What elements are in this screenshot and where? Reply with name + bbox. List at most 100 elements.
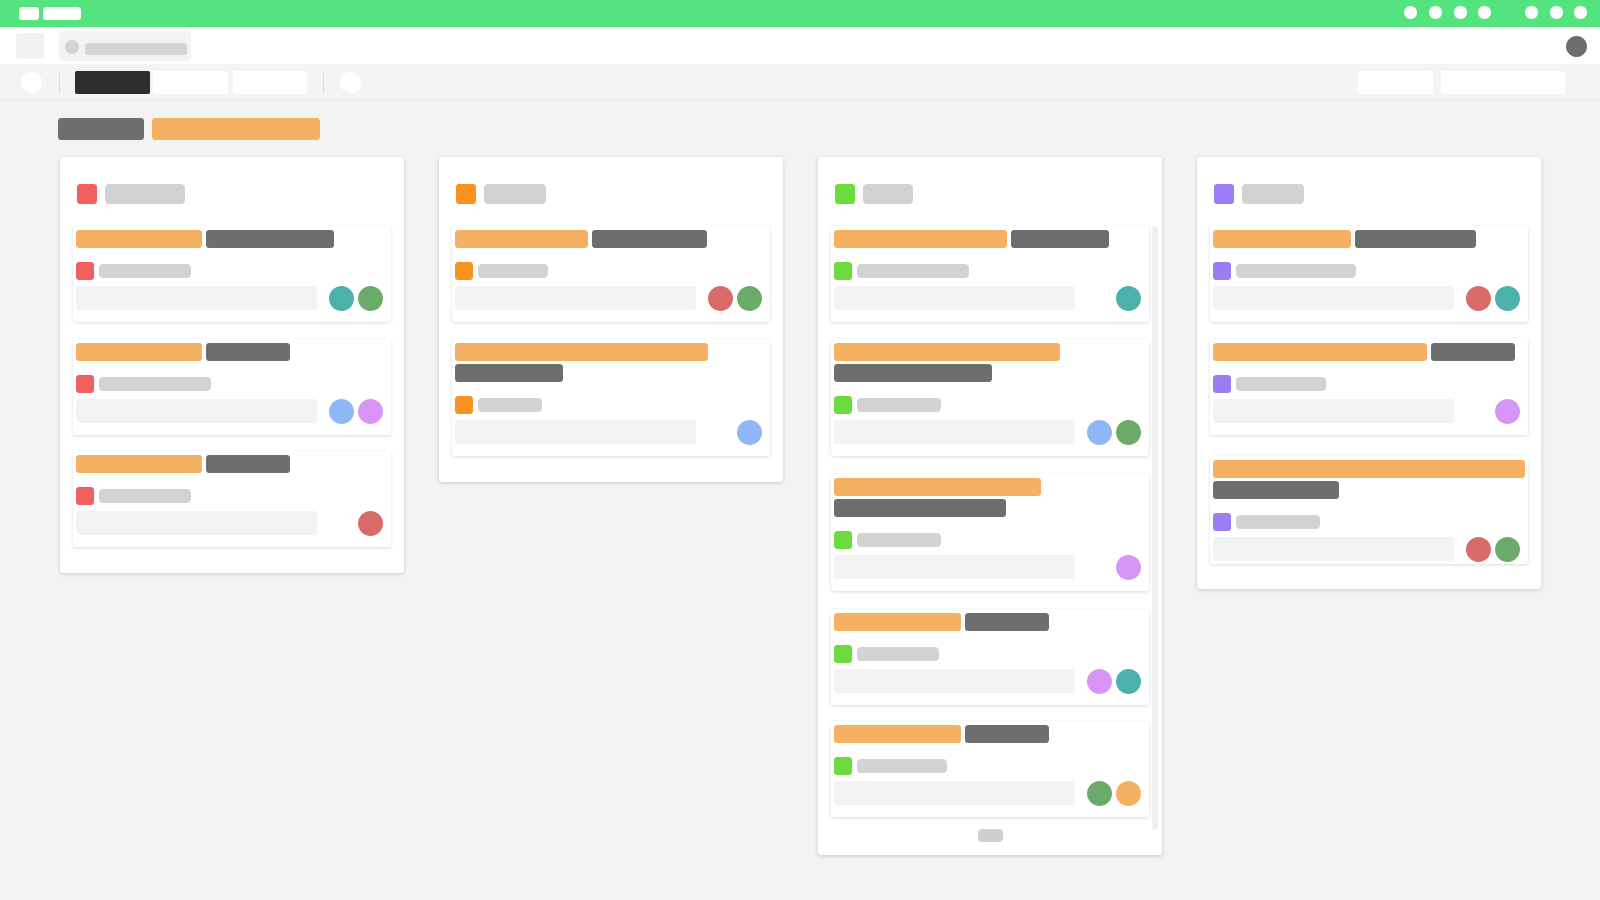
card-status-icon xyxy=(455,262,473,280)
card-description-placeholder xyxy=(834,286,1075,310)
card-description-placeholder xyxy=(76,399,317,423)
app-menu-icon[interactable] xyxy=(19,7,39,20)
window-dot-icon[interactable] xyxy=(1550,6,1563,19)
assignee-avatar[interactable] xyxy=(329,286,354,311)
card-tag-orange xyxy=(834,613,961,631)
window-dot-icon[interactable] xyxy=(1525,6,1538,19)
card-meta-placeholder xyxy=(99,264,191,278)
toolbar-divider xyxy=(323,73,324,93)
tab-strip xyxy=(0,27,1600,64)
card-tag-gray xyxy=(592,230,707,248)
card-status-icon xyxy=(834,396,852,414)
assignee-avatar[interactable] xyxy=(1116,420,1141,445)
assignee-avatar[interactable] xyxy=(1116,669,1141,694)
card-meta-placeholder xyxy=(1236,264,1356,278)
card-tag-gray xyxy=(206,230,334,248)
assignee-avatar[interactable] xyxy=(1466,537,1491,562)
column-title-placeholder xyxy=(863,184,913,204)
card-meta-placeholder xyxy=(857,647,939,661)
assignee-avatar[interactable] xyxy=(1116,286,1141,311)
assignee-avatar[interactable] xyxy=(1116,781,1141,806)
filter-chip[interactable] xyxy=(58,118,144,140)
assignee-avatar[interactable] xyxy=(1495,286,1520,311)
toolbar-button[interactable] xyxy=(1358,71,1433,94)
assignee-avatar[interactable] xyxy=(1087,781,1112,806)
card-tag-gray xyxy=(965,725,1049,743)
assignee-avatar[interactable] xyxy=(358,286,383,311)
card-meta-placeholder xyxy=(857,759,947,773)
card-tag-gray xyxy=(834,499,1006,517)
column-scrollbar[interactable] xyxy=(1152,226,1158,830)
card-tag-gray xyxy=(206,455,290,473)
assignee-avatar[interactable] xyxy=(737,420,762,445)
window-dot-icon[interactable] xyxy=(1478,6,1491,19)
assignee-avatar[interactable] xyxy=(1495,537,1520,562)
card-status-icon xyxy=(834,531,852,549)
column-title-placeholder xyxy=(1242,184,1304,204)
card-description-placeholder xyxy=(76,511,317,535)
user-avatar-icon[interactable] xyxy=(1566,36,1587,57)
view-segment[interactable] xyxy=(233,71,307,94)
card-tag-gray xyxy=(1355,230,1476,248)
window-dot-icon[interactable] xyxy=(1404,6,1417,19)
window-dot-icon[interactable] xyxy=(1574,6,1587,19)
assignee-avatar[interactable] xyxy=(329,399,354,424)
card-tag-gray xyxy=(965,613,1049,631)
card-status-icon xyxy=(455,396,473,414)
filter-chip-active[interactable] xyxy=(152,118,320,140)
card-meta-placeholder xyxy=(857,398,941,412)
card-meta-placeholder xyxy=(857,264,969,278)
card-description-placeholder xyxy=(834,420,1075,444)
assignee-avatar[interactable] xyxy=(737,286,762,311)
card-status-icon xyxy=(834,262,852,280)
sidebar-toggle-icon[interactable] xyxy=(16,33,44,59)
card-status-icon xyxy=(76,375,94,393)
card-tag-gray xyxy=(1011,230,1109,248)
card-status-icon xyxy=(834,645,852,663)
menu-circle-icon[interactable] xyxy=(21,72,42,93)
tab-title-placeholder xyxy=(85,43,187,55)
assignee-avatar[interactable] xyxy=(358,511,383,536)
card-tag-gray xyxy=(1431,343,1515,361)
card-description-placeholder xyxy=(1213,399,1454,423)
card-description-placeholder xyxy=(834,555,1075,579)
card-description-placeholder xyxy=(834,781,1075,805)
assignee-avatar[interactable] xyxy=(358,399,383,424)
card-status-icon xyxy=(1213,375,1231,393)
card-status-icon xyxy=(1213,513,1231,531)
assignee-avatar[interactable] xyxy=(1087,420,1112,445)
column-status-icon xyxy=(835,184,855,204)
search-input[interactable] xyxy=(1441,71,1565,94)
card-status-icon xyxy=(76,262,94,280)
view-segment[interactable] xyxy=(153,71,228,94)
load-more-button[interactable] xyxy=(978,829,1003,842)
card-tag-gray xyxy=(206,343,290,361)
assignee-avatar[interactable] xyxy=(1495,399,1520,424)
card-tag-orange xyxy=(76,343,202,361)
app-logo-icon xyxy=(43,7,81,20)
window-dot-icon[interactable] xyxy=(1454,6,1467,19)
view-segment-active[interactable] xyxy=(75,71,150,94)
column-title-placeholder xyxy=(105,184,185,204)
column-status-icon xyxy=(77,184,97,204)
card-meta-placeholder xyxy=(99,489,191,503)
assignee-avatar[interactable] xyxy=(1087,669,1112,694)
add-circle-icon[interactable] xyxy=(340,72,361,93)
card-tag-gray xyxy=(455,364,563,382)
card-meta-placeholder xyxy=(478,264,548,278)
tab-favicon-icon xyxy=(65,40,79,54)
card-tag-orange xyxy=(1213,343,1427,361)
card-tag-orange xyxy=(455,230,588,248)
card-tag-gray xyxy=(1213,481,1339,499)
card-tag-orange xyxy=(834,725,961,743)
card-meta-placeholder xyxy=(1236,377,1326,391)
window-dot-icon[interactable] xyxy=(1429,6,1442,19)
column-title-placeholder xyxy=(484,184,546,204)
assignee-avatar[interactable] xyxy=(708,286,733,311)
assignee-avatar[interactable] xyxy=(1466,286,1491,311)
card-tag-orange xyxy=(76,230,202,248)
column-status-icon xyxy=(456,184,476,204)
browser-tab[interactable] xyxy=(59,31,191,61)
assignee-avatar[interactable] xyxy=(1116,555,1141,580)
card-description-placeholder xyxy=(1213,286,1454,310)
